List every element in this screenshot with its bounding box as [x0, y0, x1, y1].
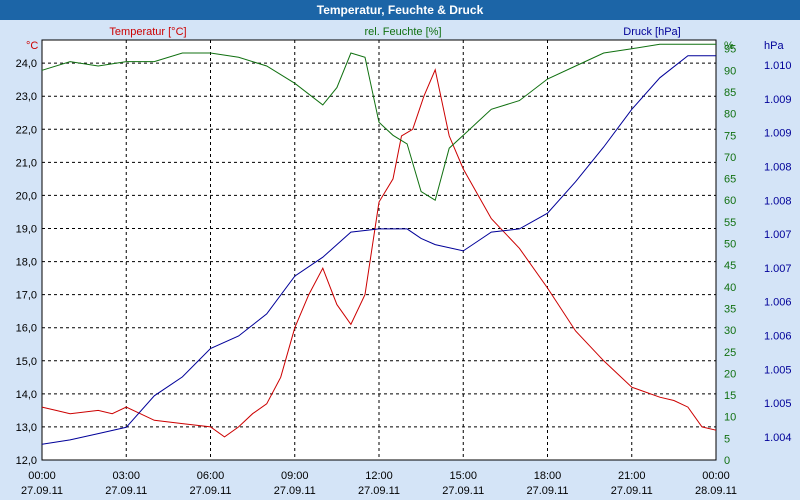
pressure-tick-label: 1.005: [764, 364, 792, 376]
pressure-tick-label: 1.006: [764, 297, 792, 309]
pressure-tick-label: 1.004: [764, 432, 792, 444]
y-tick-label: 21,0: [16, 157, 37, 169]
x-tick-date: 27.09.11: [526, 485, 568, 497]
humidity-tick-label: 65: [724, 174, 736, 186]
x-tick-date: 27.09.11: [442, 485, 484, 497]
x-tick-date: 27.09.11: [358, 485, 400, 497]
humidity-axis: 0 5 10 15 20 25 30 35 40 45 50 55 60 65 70 75 80 85 90 95: [724, 44, 736, 467]
series-header: Temperatur [°C]: [109, 26, 186, 38]
pressure-tick-label: 1.007: [764, 263, 792, 275]
humidity-tick-label: 35: [724, 303, 736, 315]
y-tick-label: 22,0: [16, 124, 37, 136]
humidity-tick-label: 25: [724, 347, 736, 359]
axis-headers: °C% hPa Temperatur [°C] rel. Feuchte [%] Dru…: [26, 26, 784, 52]
y-tick-label: 24,0: [16, 58, 37, 70]
pressure-tick-label: 1.007: [764, 229, 792, 241]
humidity-tick-label: 5: [724, 433, 730, 445]
humidity-tick-label: 80: [724, 109, 736, 121]
humidity-tick-label: 50: [724, 239, 736, 251]
x-tick-time: 00:00: [702, 470, 730, 482]
y-tick-label: 20,0: [16, 190, 37, 202]
humidity-tick-label: 20: [724, 368, 736, 380]
humidity-tick-label: 10: [724, 412, 736, 424]
humidity-tick-label: 30: [724, 325, 736, 337]
x-tick-date: 27.09.11: [21, 485, 63, 497]
y-tick-label: 14,0: [16, 389, 37, 401]
left-axis-unit: °C: [26, 40, 38, 52]
y-tick-label: 15,0: [16, 356, 37, 368]
humidity-axis-unit: %: [724, 40, 734, 52]
pressure-tick-label: 1.009: [764, 128, 792, 140]
series-line-right2: [41, 55, 716, 445]
pressure-tick-label: 1.005: [764, 398, 792, 410]
x-tick-time: 18:00: [534, 470, 562, 482]
y-tick-label: 17,0: [16, 290, 37, 302]
x-tick-date: 28.09.11: [695, 485, 737, 497]
x-tick-time: 03:00: [112, 470, 140, 482]
y-tick-label: 12,0: [16, 455, 37, 467]
pressure-tick-label: 1.010: [764, 60, 792, 72]
x-tick-date: 27.09.11: [611, 485, 653, 497]
series-line-right1: [41, 43, 716, 201]
series-header: Druck [hPa]: [623, 26, 680, 38]
humidity-tick-label: 85: [724, 87, 736, 99]
humidity-tick-label: 45: [724, 260, 736, 272]
x-tick-time: 06:00: [197, 470, 225, 482]
series-line-left: [41, 68, 717, 438]
y-tick-label: 13,0: [16, 422, 37, 434]
humidity-tick-label: 60: [724, 195, 736, 207]
pressure-axis: 1.004 1.005 1.005 1.006 1.006 1.007 1.007 1.008…: [764, 60, 792, 444]
series-header: rel. Feuchte [%]: [364, 26, 441, 38]
humidity-tick-label: 55: [724, 217, 736, 229]
chart-area: 12,0 13,0 14,0 15,0 16,0 17,0 18,0 19,0 20,0 21,0…: [16, 26, 792, 497]
y-tick-label: 23,0: [16, 91, 37, 103]
x-axis: 00:00 27.09.11 03:00 27.09.11 06:00 27.09.11 0…: [21, 470, 737, 497]
humidity-tick-label: 0: [724, 455, 730, 467]
x-tick-time: 00:00: [28, 470, 56, 482]
pressure-tick-label: 1.009: [764, 94, 792, 106]
pressure-tick-label: 1.008: [764, 161, 792, 173]
chart-title: Temperatur, Feuchte & Druck: [0, 0, 800, 20]
x-tick-date: 27.09.11: [105, 485, 147, 497]
pressure-tick-label: 1.006: [764, 331, 792, 343]
humidity-tick-label: 15: [724, 390, 736, 402]
pressure-axis-unit: hPa: [764, 40, 784, 52]
humidity-tick-label: 95: [724, 44, 736, 56]
humidity-tick-label: 70: [724, 152, 736, 164]
x-tick-time: 15:00: [449, 470, 477, 482]
x-tick-date: 27.09.11: [189, 485, 231, 497]
y-tick-label: 16,0: [16, 323, 37, 335]
humidity-tick-label: 40: [724, 282, 736, 294]
x-tick-time: 09:00: [281, 470, 309, 482]
y-tick-label: 19,0: [16, 224, 37, 236]
x-tick-time: 21:00: [618, 470, 646, 482]
humidity-tick-label: 90: [724, 65, 736, 77]
humidity-tick-label: 75: [724, 130, 736, 142]
y-tick-label: 18,0: [16, 257, 37, 269]
left-axis: 12,0 13,0 14,0 15,0 16,0 17,0 18,0 19,0 20,0 21,0…: [16, 58, 37, 467]
pressure-tick-label: 1.008: [764, 195, 792, 207]
x-tick-date: 27.09.11: [274, 485, 316, 497]
series-layer: [41, 43, 717, 445]
x-tick-time: 12:00: [365, 470, 393, 482]
